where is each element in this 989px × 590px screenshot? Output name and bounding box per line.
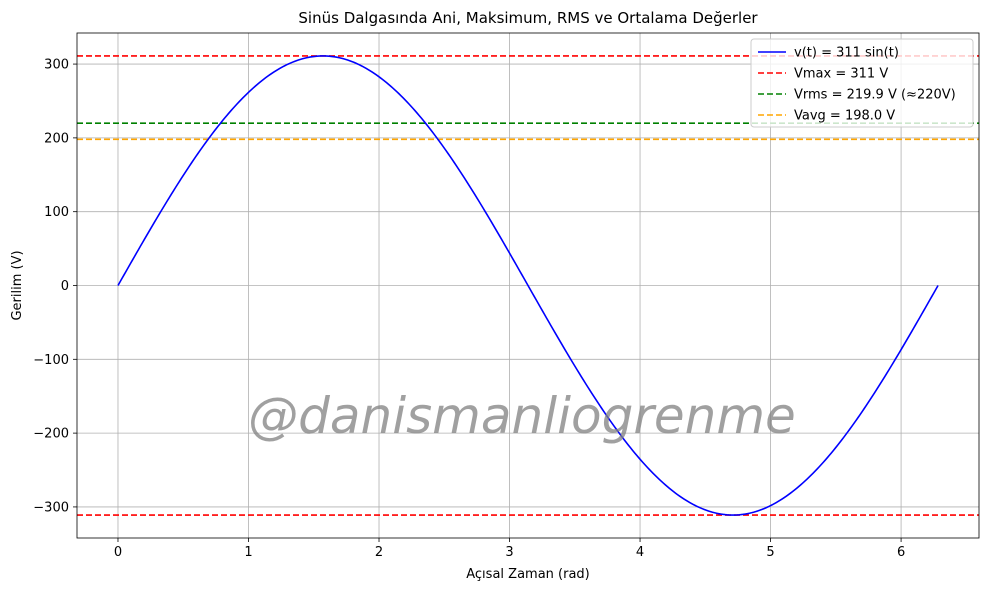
y-tick-label: 200	[44, 131, 69, 146]
x-tick-label: 4	[636, 545, 644, 560]
legend-label: Vavg = 198.0 V	[794, 109, 895, 124]
x-tick-label: 1	[244, 545, 252, 560]
y-axis-label: Gerilim (V)	[10, 250, 25, 320]
x-tick-label: 0	[114, 545, 122, 560]
y-tick-label: −100	[33, 353, 69, 368]
y-tick-label: 300	[44, 58, 69, 73]
legend-box	[750, 38, 974, 128]
x-tick-label: 3	[505, 545, 513, 560]
y-tick-label: 0	[61, 279, 69, 294]
legend-label: Vrms = 219.9 V (≈220V)	[794, 88, 956, 103]
x-axis-label: Açısal Zaman (rad)	[466, 567, 590, 582]
legend: v(t) = 311 sin(t) Vmax = 311 V Vrms = 219.…	[750, 38, 974, 128]
y-tick-label: −200	[33, 427, 69, 442]
x-axis-ticks: 0 1 2 3 4 5 6	[114, 538, 905, 560]
legend-label: Vmax = 311 V	[794, 67, 888, 82]
y-tick-label: −300	[33, 500, 69, 515]
x-tick-label: 5	[766, 545, 774, 560]
y-tick-label: 100	[44, 205, 69, 220]
x-tick-label: 2	[375, 545, 383, 560]
x-tick-label: 6	[897, 545, 905, 560]
y-axis-ticks: −300 −200 −100 0 100 200 300	[33, 58, 77, 515]
curve-group	[117, 55, 939, 516]
watermark-text: @danismanliogrenme	[248, 387, 796, 445]
legend-label: v(t) = 311 sin(t)	[794, 46, 899, 61]
sine-curve	[117, 55, 939, 516]
chart-title: Sinüs Dalgasında Ani, Maksimum, RMS ve O…	[298, 9, 758, 27]
